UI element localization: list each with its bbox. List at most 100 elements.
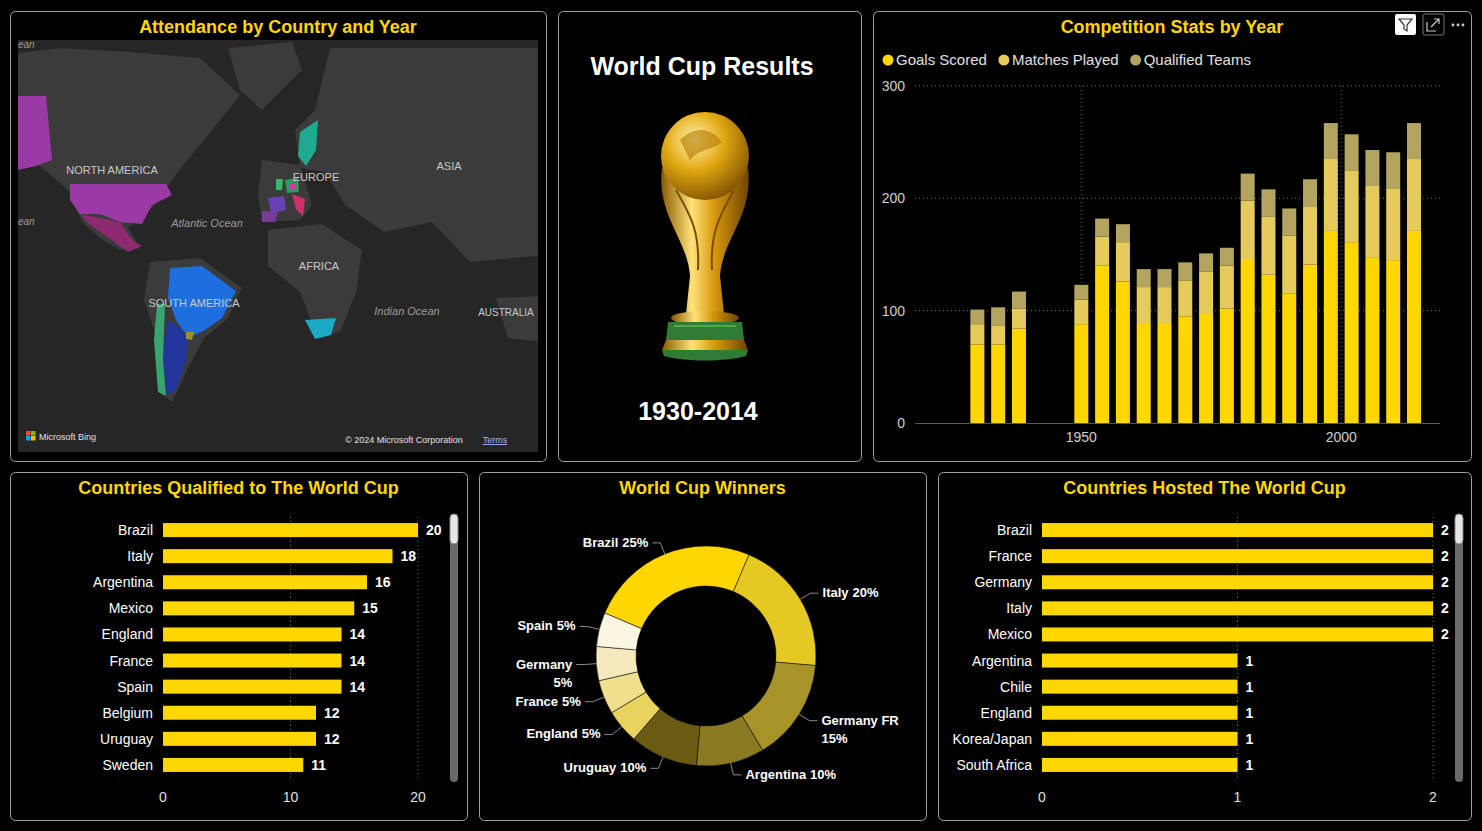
bar xyxy=(1095,237,1109,266)
map-label: NORTH AMERICA xyxy=(66,164,158,176)
bar xyxy=(1042,654,1238,668)
data-label: 1 xyxy=(1246,757,1254,773)
x-axis-line xyxy=(915,423,1440,424)
map-label: ean xyxy=(18,39,35,50)
bars xyxy=(970,123,1421,423)
bar xyxy=(991,344,1005,423)
data-label-category: Uruguay xyxy=(564,760,618,775)
panel xyxy=(939,473,1472,821)
more-icon xyxy=(1462,24,1465,27)
bar xyxy=(1158,323,1172,423)
data-label: Italy20% xyxy=(823,585,879,600)
map-label: ean xyxy=(18,216,35,227)
bar xyxy=(1012,308,1026,328)
bar xyxy=(1241,259,1255,423)
bar xyxy=(1386,260,1400,423)
data-label: 12 xyxy=(324,705,340,721)
bar xyxy=(1365,186,1379,258)
scrollbar-thumb xyxy=(1455,514,1463,544)
bar xyxy=(1042,601,1433,615)
grid-line xyxy=(1341,86,1342,423)
bar xyxy=(1407,123,1421,159)
bars xyxy=(163,523,418,772)
bar xyxy=(1345,134,1359,170)
tick-label: 20 xyxy=(410,789,426,805)
bar xyxy=(1074,285,1088,300)
logo xyxy=(31,431,36,436)
bar xyxy=(163,758,303,772)
map-label: Indian Ocean xyxy=(374,305,439,317)
bar xyxy=(1095,219,1109,237)
data-label: 1 xyxy=(1246,731,1254,747)
data-label: 2 xyxy=(1441,574,1449,590)
bar xyxy=(1282,294,1296,423)
bar xyxy=(1303,206,1317,264)
bar xyxy=(163,575,367,589)
category-label: Germany xyxy=(974,574,1032,590)
trophy-base xyxy=(662,340,748,350)
data-label: 14 xyxy=(350,626,366,642)
category-label: England xyxy=(981,705,1032,721)
data-label: 2 xyxy=(1441,548,1449,564)
slice xyxy=(596,646,638,680)
bar xyxy=(1345,170,1359,242)
slice xyxy=(596,613,641,650)
data-label: Spain5% xyxy=(517,618,576,633)
bar xyxy=(1261,216,1275,274)
data-label: Brazil25% xyxy=(583,535,649,550)
bar xyxy=(1137,269,1151,287)
bar xyxy=(1042,549,1433,563)
map-label: AUSTRALIA xyxy=(478,307,534,318)
legend-marker xyxy=(998,55,1009,66)
bar xyxy=(1116,224,1130,242)
trophy-detail xyxy=(680,130,722,160)
more-icon xyxy=(1457,24,1460,27)
bar xyxy=(1220,308,1234,423)
data-label-category: Spain xyxy=(517,618,552,633)
data-label-value: 5% xyxy=(582,726,601,741)
legend-marker xyxy=(883,55,894,66)
focus-icon xyxy=(1423,14,1444,35)
category-label: France xyxy=(109,653,153,669)
bar xyxy=(1042,627,1433,641)
bar xyxy=(1116,242,1130,281)
leader-line xyxy=(652,543,664,554)
category-label: Italy xyxy=(127,548,153,564)
bar xyxy=(163,523,418,537)
bar xyxy=(1199,253,1213,271)
data-label-value: 5% xyxy=(554,675,573,690)
data-label: 16 xyxy=(375,574,391,590)
land xyxy=(268,224,362,338)
bar xyxy=(1178,280,1192,316)
trophy-detail xyxy=(676,190,734,270)
data-label: Uruguay10% xyxy=(564,760,647,775)
grid-line xyxy=(915,86,1440,87)
bar xyxy=(1074,324,1088,423)
more-icon xyxy=(1452,24,1455,27)
logo xyxy=(26,431,31,436)
country xyxy=(80,214,142,252)
tick-label: 2 xyxy=(1429,789,1437,805)
focus-icon xyxy=(1427,19,1439,31)
tick-label: 0 xyxy=(159,789,167,805)
leader-line xyxy=(585,697,604,701)
leader-line xyxy=(800,593,818,599)
bar xyxy=(1220,266,1234,309)
category-label: Chile xyxy=(1000,679,1032,695)
bar xyxy=(1042,523,1433,537)
tick-label: 0 xyxy=(897,415,905,431)
bar xyxy=(1407,159,1421,231)
bar xyxy=(163,601,354,615)
bar xyxy=(970,324,984,344)
tick-label: 300 xyxy=(882,78,906,94)
map-label: Atlantic Ocean xyxy=(170,217,243,229)
country xyxy=(305,318,336,339)
legend-label: Qualified Teams xyxy=(1144,51,1251,68)
category-label: Belgium xyxy=(102,705,153,721)
country xyxy=(289,183,296,190)
bar xyxy=(1042,706,1238,720)
trophy-base xyxy=(674,325,736,327)
tick-label: 10 xyxy=(283,789,299,805)
data-label: Germany FR15% xyxy=(821,713,899,746)
leader-line xyxy=(605,727,622,735)
